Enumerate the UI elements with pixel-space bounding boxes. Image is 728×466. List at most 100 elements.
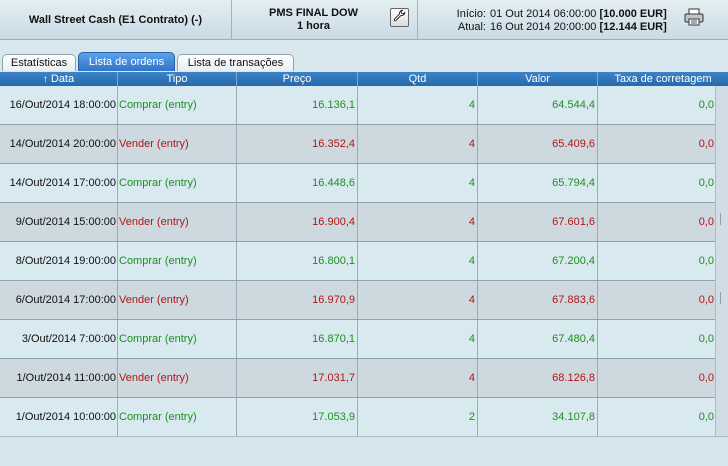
account-info: Início: 01 Out 2014 06:00:00 [10.000 EUR… <box>418 0 728 40</box>
cell-tipo: Comprar (entry) <box>118 164 237 202</box>
column-header-qtd[interactable]: Qtd <box>358 72 478 86</box>
cell-taxa: 0,0 <box>698 216 714 228</box>
cell-qtd: 4 <box>358 125 478 163</box>
start-balance: [10.000 EUR] <box>599 7 667 20</box>
cell-tipo: Comprar (entry) <box>118 242 237 280</box>
cell-taxa: 0,0 <box>698 177 714 189</box>
table-row[interactable]: 16/Out/2014 18:00:00 Comprar (entry) 16.13… <box>0 86 728 125</box>
cell-data: 8/Out/2014 19:00:00 <box>0 242 118 280</box>
scroll-mark <box>720 292 726 304</box>
tab-statistics[interactable]: Estatísticas <box>2 54 76 71</box>
table-row[interactable]: 8/Out/2014 19:00:00 Comprar (entry) 16.800… <box>0 242 728 281</box>
cell-taxa: 0,0 <box>698 294 714 306</box>
current-balance: [12.144 EUR] <box>599 20 667 33</box>
cell-taxa: 0,0 <box>698 372 714 384</box>
start-label: Início: <box>456 7 486 20</box>
edit-strategy-button[interactable] <box>390 8 409 27</box>
cell-qtd: 4 <box>358 320 478 358</box>
cell-taxa: 0,0 <box>698 99 714 111</box>
table-row[interactable]: 1/Out/2014 11:00:00 Vender (entry) 17.031,… <box>0 359 728 398</box>
cell-taxa: 0,0 <box>698 411 714 423</box>
table-row[interactable]: 9/Out/2014 15:00:00 Vender (entry) 16.900,… <box>0 203 728 242</box>
cell-valor: 67.601,6 <box>478 203 598 241</box>
bottom-panel <box>0 436 728 466</box>
cell-tipo: Comprar (entry) <box>118 398 237 436</box>
tab-order-list[interactable]: Lista de ordens <box>78 52 175 71</box>
start-row: Início: 01 Out 2014 06:00:00 [10.000 EUR… <box>452 8 667 21</box>
sort-up-arrow-icon: ↑ <box>42 73 48 85</box>
cell-preco: 16.136,1 <box>237 86 358 124</box>
cell-preco: 17.053,9 <box>237 398 358 436</box>
cell-valor: 65.794,4 <box>478 164 598 202</box>
column-header-taxa[interactable]: Taxa de corretagem <box>614 73 712 85</box>
cell-tipo: Vender (entry) <box>118 359 237 397</box>
cell-preco: 16.870,1 <box>237 320 358 358</box>
start-date: 01 Out 2014 06:00:00 <box>490 7 597 20</box>
instrument-title: Wall Street Cash (E1 Contrato) (-) <box>0 0 232 40</box>
column-header-data[interactable]: ↑ Data <box>0 72 118 86</box>
cell-qtd: 2 <box>358 398 478 436</box>
table-row[interactable]: 6/Out/2014 17:00:00 Vender (entry) 16.970,… <box>0 281 728 320</box>
table-header: ↑ Data Tipo Preço Qtd Valor Taxa de corr… <box>0 72 728 86</box>
cell-preco: 16.352,4 <box>237 125 358 163</box>
print-button[interactable] <box>684 8 704 29</box>
current-label: Atual: <box>457 20 486 33</box>
tab-transaction-list[interactable]: Lista de transações <box>177 54 294 71</box>
cell-preco: 16.900,4 <box>237 203 358 241</box>
cell-valor: 34.107,8 <box>478 398 598 436</box>
table-body: 16/Out/2014 18:00:00 Comprar (entry) 16.13… <box>0 86 728 437</box>
cell-taxa: 0,0 <box>698 255 714 267</box>
cell-data: 1/Out/2014 10:00:00 <box>0 398 118 436</box>
cell-taxa: 0,0 <box>698 138 714 150</box>
table-row[interactable]: 14/Out/2014 17:00:00 Comprar (entry) 16.44… <box>0 164 728 203</box>
cell-preco: 16.970,9 <box>237 281 358 319</box>
orders-table: ↑ Data Tipo Preço Qtd Valor Taxa de corr… <box>0 72 728 437</box>
column-header-tipo[interactable]: Tipo <box>118 72 237 86</box>
scroll-mark <box>720 213 726 225</box>
cell-preco: 17.031,7 <box>237 359 358 397</box>
cell-qtd: 4 <box>358 164 478 202</box>
cell-taxa: 0,0 <box>698 333 714 345</box>
column-header-preco[interactable]: Preço <box>237 72 358 86</box>
cell-data: 14/Out/2014 17:00:00 <box>0 164 118 202</box>
column-header-valor[interactable]: Valor <box>478 72 598 86</box>
current-row: Atual: 16 Out 2014 20:00:00 [12.144 EUR] <box>452 21 667 34</box>
cell-tipo: Vender (entry) <box>118 203 237 241</box>
cell-valor: 67.200,4 <box>478 242 598 280</box>
cell-tipo: Comprar (entry) <box>118 320 237 358</box>
vertical-scrollbar[interactable] <box>715 86 728 436</box>
tab-bar: Estatísticas Lista de ordens Lista de tr… <box>0 40 728 72</box>
cell-valor: 64.544,4 <box>478 86 598 124</box>
strategy-info: PMS FINAL DOW 1 hora <box>269 7 358 33</box>
cell-qtd: 4 <box>358 359 478 397</box>
printer-icon <box>684 8 704 29</box>
cell-tipo: Vender (entry) <box>118 281 237 319</box>
cell-valor: 67.480,4 <box>478 320 598 358</box>
strategy-name: PMS FINAL DOW <box>268 7 358 19</box>
cell-qtd: 4 <box>358 242 478 280</box>
cell-data: 6/Out/2014 17:00:00 <box>0 281 118 319</box>
cell-data: 9/Out/2014 15:00:00 <box>0 203 118 241</box>
current-date: 16 Out 2014 20:00:00 <box>490 20 597 33</box>
table-row[interactable]: 1/Out/2014 10:00:00 Comprar (entry) 17.053… <box>0 398 728 437</box>
cell-data: 16/Out/2014 18:00:00 <box>0 86 118 124</box>
cell-valor: 68.126,8 <box>478 359 598 397</box>
table-row[interactable]: 3/Out/2014 7:00:00 Comprar (entry) 16.870,… <box>0 320 728 359</box>
wrench-icon <box>393 9 406 27</box>
cell-data: 3/Out/2014 7:00:00 <box>0 320 118 358</box>
top-header: Wall Street Cash (E1 Contrato) (-) PMS F… <box>0 0 728 40</box>
cell-valor: 67.883,6 <box>478 281 598 319</box>
cell-qtd: 4 <box>358 86 478 124</box>
cell-preco: 16.448,6 <box>237 164 358 202</box>
strategy-timeframe: 1 hora <box>296 20 330 32</box>
cell-qtd: 4 <box>358 203 478 241</box>
cell-tipo: Vender (entry) <box>118 125 237 163</box>
strategy-panel: PMS FINAL DOW 1 hora <box>232 0 418 40</box>
table-row[interactable]: 14/Out/2014 20:00:00 Vender (entry) 16.352… <box>0 125 728 164</box>
cell-valor: 65.409,6 <box>478 125 598 163</box>
cell-qtd: 4 <box>358 281 478 319</box>
cell-data: 14/Out/2014 20:00:00 <box>0 125 118 163</box>
cell-tipo: Comprar (entry) <box>118 86 237 124</box>
cell-preco: 16.800,1 <box>237 242 358 280</box>
cell-data: 1/Out/2014 11:00:00 <box>0 359 118 397</box>
